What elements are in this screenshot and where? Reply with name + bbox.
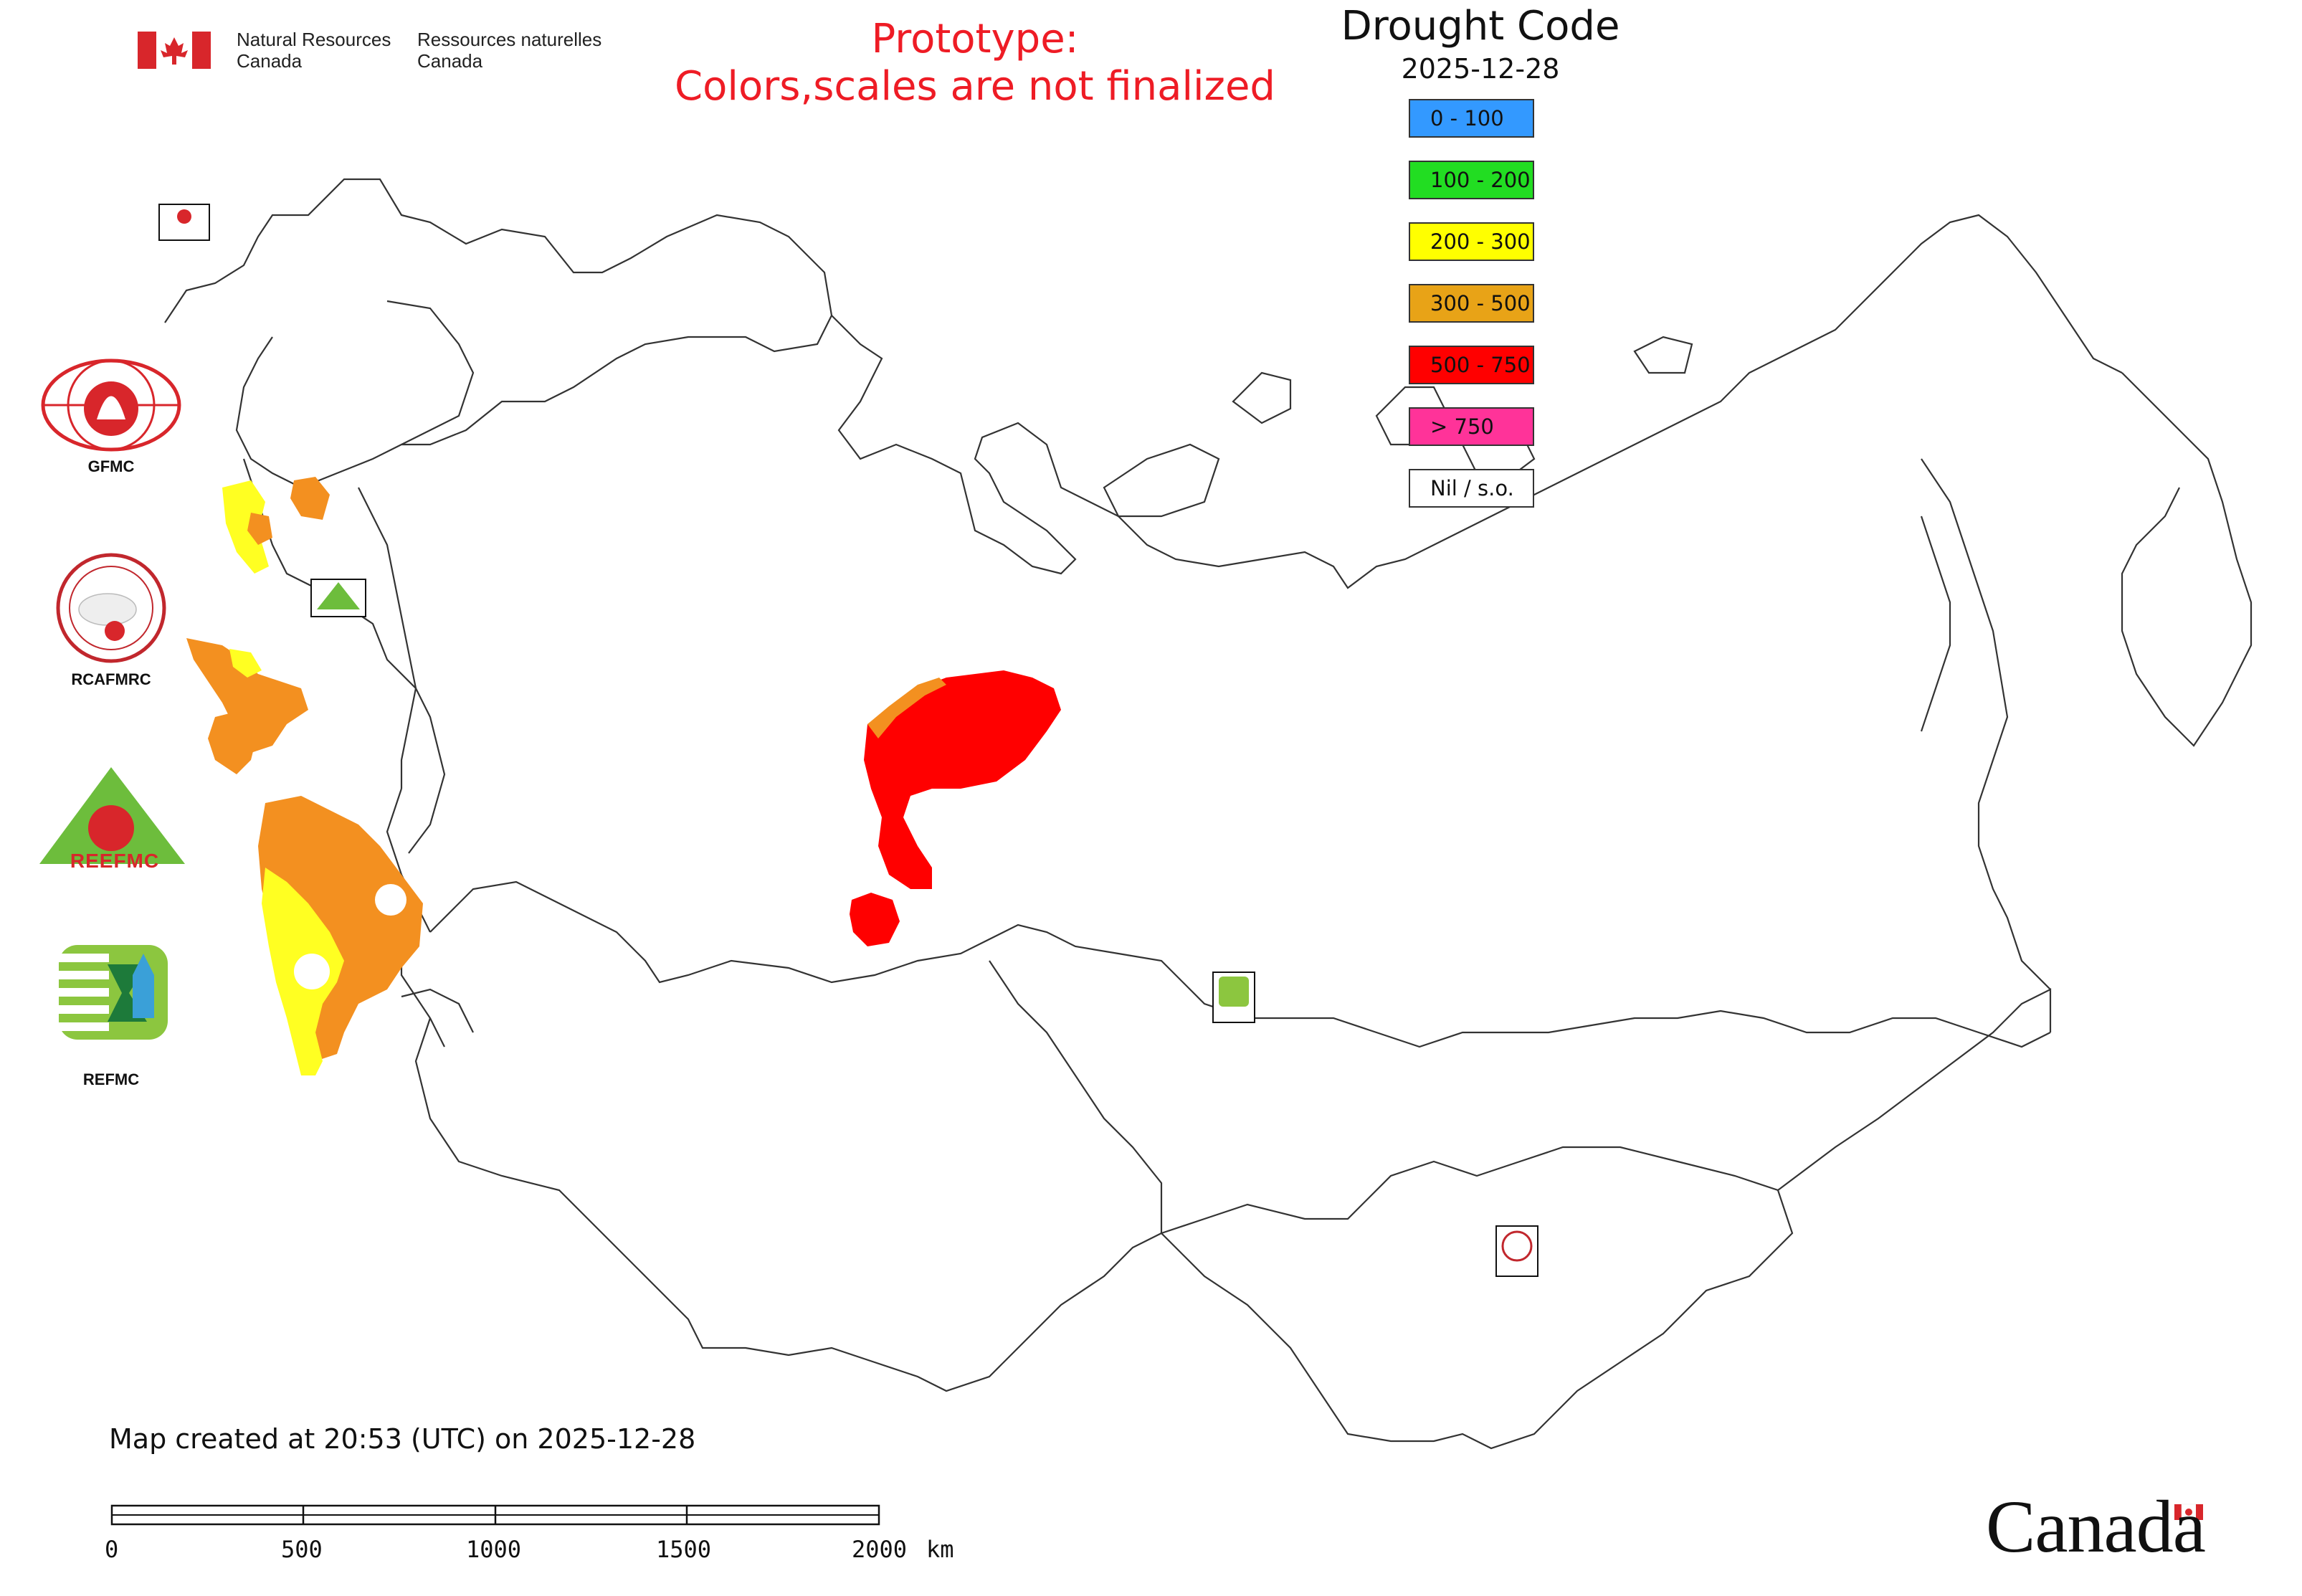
country-borders: [164, 178, 2253, 1450]
refmc-logo: [59, 945, 168, 1040]
gfmc-marker-flame: [177, 209, 191, 224]
wordmark-flag-icon: [2174, 1504, 2203, 1521]
drought-area-red: [850, 893, 900, 946]
legend-date: 2025-12-28: [1401, 53, 1560, 85]
legend-swatch: 300 - 500: [1409, 284, 1534, 323]
org-name-en: Natural Resources Canada: [237, 29, 391, 72]
legend-swatch: 0 - 100: [1409, 99, 1534, 138]
drought-area-yellow: [229, 649, 262, 678]
map-created-text: Map created at 20:53 (UTC) on 2025-12-28: [109, 1423, 696, 1455]
reefmc-label: REEFMC: [70, 850, 160, 872]
drought-area-yellow: [222, 480, 269, 574]
org-name-en-line2: Canada: [237, 50, 303, 72]
rcafmrc-label: RCAFMRC: [71, 670, 151, 688]
gfmc-logo: [41, 358, 181, 452]
scale-unit: km: [926, 1536, 954, 1563]
org-name-fr-line1: Ressources naturelles: [417, 29, 602, 50]
drought-areas: [186, 477, 1061, 1075]
canada-flag-icon: [138, 32, 211, 69]
legend-swatch: 100 - 200: [1409, 161, 1534, 199]
scale-tick-500: 500: [281, 1536, 323, 1563]
drought-gap: [375, 884, 406, 916]
drought-area-orange: [186, 638, 308, 753]
canada-wordmark: Canada: [1986, 1486, 2206, 1568]
prototype-line1: Prototype:: [871, 16, 1079, 62]
reefmc-logo: [39, 767, 185, 864]
station-markers: [158, 204, 1538, 1277]
rcafmrc-logo: [56, 553, 166, 663]
org-name-en-line1: Natural Resources: [237, 29, 391, 50]
drought-area-red: [864, 670, 1061, 889]
legend-swatch: 200 - 300: [1409, 222, 1534, 261]
org-name-fr: Ressources naturelles Canada: [417, 29, 601, 72]
prototype-notice: Prototype: Colors,scales are not finaliz…: [631, 16, 1319, 110]
drought-area-orange: [208, 710, 258, 774]
refmc-marker-logo: [1219, 977, 1249, 1007]
drought-area-orange: [867, 678, 946, 738]
legend-title: Drought Code: [1341, 3, 1620, 49]
scale-bar-graphic: [110, 1504, 880, 1526]
prototype-line2: Colors,scales are not finalized: [675, 63, 1275, 110]
legend-swatch: Nil / s.o.: [1409, 469, 1534, 508]
scale-tick-1500: 1500: [656, 1536, 712, 1563]
legend-swatch: 500 - 750: [1409, 346, 1534, 384]
reefmc-marker-triangle: [317, 582, 360, 609]
refmc-label: REFMC: [82, 1070, 140, 1088]
legend-swatch: > 750: [1409, 407, 1534, 446]
org-name-fr-line2: Canada: [417, 50, 483, 72]
drought-gap: [294, 954, 330, 989]
drought-area-orange: [247, 513, 272, 545]
scale-tick-2000: 2000: [852, 1536, 908, 1563]
scale-tick-0: 0: [105, 1536, 119, 1563]
scale-tick-1000: 1000: [466, 1536, 522, 1563]
gfmc-label: GFMC: [87, 457, 135, 475]
rcafmrc-marker-logo: [1501, 1230, 1533, 1262]
drought-area-orange: [290, 477, 330, 520]
